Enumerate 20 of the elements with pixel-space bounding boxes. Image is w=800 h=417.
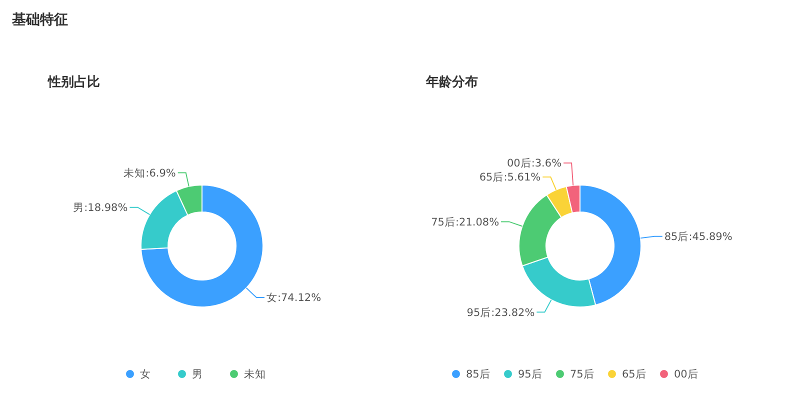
data-label: 65后:5.61% — [479, 170, 541, 184]
legend-label: 65后 — [622, 368, 646, 381]
data-label: 75后:21.08% — [431, 215, 500, 228]
data-label: 未知:6.9% — [124, 166, 176, 180]
donut-slice — [140, 184, 264, 308]
legend-label: 95后 — [518, 368, 542, 381]
legend-label: 75后 — [570, 368, 594, 381]
chart-title: 性别占比 — [47, 75, 100, 90]
data-label: 男:18.98% — [73, 202, 128, 214]
legend-label: 未知 — [244, 368, 266, 381]
data-label: 95后:23.82% — [466, 306, 535, 319]
legend-label: 女 — [140, 368, 151, 381]
data-label: 女:74.12% — [266, 292, 322, 304]
legend-label: 00后 — [674, 368, 698, 381]
data-label: 85后:45.89% — [664, 230, 732, 244]
chart-title: 年龄分布 — [425, 75, 478, 90]
legend-label: 男 — [192, 368, 203, 381]
text: 基础特征 — [11, 12, 68, 28]
data-label: 00后:3.6% — [506, 156, 562, 170]
legend-label: 85后 — [466, 368, 490, 381]
